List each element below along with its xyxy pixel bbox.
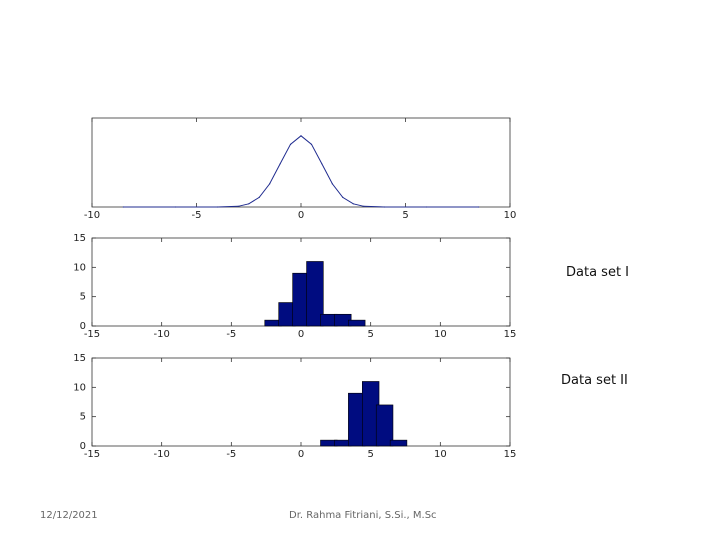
panel-2-xtick-label: 10 bbox=[434, 329, 447, 340]
panel-2-xtick-label: 0 bbox=[298, 329, 304, 340]
panel-2-xtick-label: 5 bbox=[367, 329, 373, 340]
panel-3-ytick-label: 5 bbox=[80, 412, 86, 423]
panel-3-xtick-label: 15 bbox=[504, 449, 517, 460]
panel-1-data-point bbox=[237, 205, 239, 207]
panel-1-xtick-label: -5 bbox=[192, 210, 202, 221]
panel-1-xtick-label: 0 bbox=[298, 210, 304, 221]
panel-1-data-point bbox=[310, 143, 313, 145]
panel-1-data-point bbox=[279, 163, 281, 165]
panel-1-axes-box bbox=[91, 117, 511, 208]
panel-3-ytick-label: 10 bbox=[73, 382, 86, 393]
panel-1-series-line bbox=[123, 135, 479, 208]
panel-1-data-point bbox=[300, 135, 302, 137]
panel-3-ytick-label: 15 bbox=[73, 353, 86, 364]
panel-1-data-point bbox=[269, 183, 271, 185]
panel-1-data-point bbox=[289, 143, 292, 145]
panel-3-xtick-label: -15 bbox=[84, 449, 100, 460]
panel-3-xtick-label: 5 bbox=[367, 449, 373, 460]
panel-1-data-point bbox=[248, 203, 250, 205]
panel-3-histogram-bar bbox=[389, 439, 408, 447]
footer-date: 12/12/2021 bbox=[40, 510, 98, 521]
panel-3-xtick-label: -5 bbox=[226, 449, 236, 460]
panel-1-data-point bbox=[384, 206, 386, 208]
panel-1-data-point bbox=[363, 205, 365, 207]
panel-3-histogram-bar bbox=[375, 404, 394, 447]
dataset-2-label: Data set II bbox=[561, 373, 628, 388]
panel-1-data-point bbox=[352, 203, 354, 205]
panel-1-data-point bbox=[216, 206, 218, 208]
panel-1-data-point bbox=[175, 206, 177, 208]
panel-1-data-point bbox=[258, 196, 260, 198]
panel-1-data-point bbox=[122, 206, 124, 208]
panel-1-data-point bbox=[425, 206, 427, 208]
panel-2-histogram-bar bbox=[306, 261, 324, 327]
panel-1-data-point bbox=[331, 183, 333, 185]
panel-2-ytick-label: 15 bbox=[73, 233, 86, 244]
panel-1-xtick-label: -10 bbox=[84, 210, 100, 221]
panel-3-xtick-label: 0 bbox=[298, 449, 304, 460]
footer-author: Dr. Rahma Fitriani, S.Si., M.Sc bbox=[289, 510, 437, 521]
panel-2-xtick-label: -5 bbox=[226, 329, 236, 340]
panel-1-data-point bbox=[342, 196, 344, 198]
panel-2-xtick-label: -15 bbox=[84, 329, 100, 340]
dataset-1-label: Data set I bbox=[566, 265, 630, 280]
panel-3-xtick-label: -10 bbox=[153, 449, 169, 460]
panel-3-ytick-label: 0 bbox=[80, 441, 86, 452]
panel-1-data-point bbox=[478, 206, 480, 208]
panel-2-xtick-label: 15 bbox=[504, 329, 517, 340]
panel-2-xtick-label: -10 bbox=[153, 329, 169, 340]
panel-2-histogram-bar bbox=[348, 319, 366, 327]
panel-3-axes-box bbox=[91, 357, 511, 447]
panel-2-ytick-label: 5 bbox=[80, 292, 86, 303]
panel-1-xtick-label: 5 bbox=[402, 210, 408, 221]
panel-1-data-point bbox=[321, 163, 323, 165]
panel-2-ytick-label: 10 bbox=[73, 262, 86, 273]
panel-2-ytick-label: 0 bbox=[80, 321, 86, 332]
panel-3-xtick-label: 10 bbox=[434, 449, 447, 460]
panel-1-xtick-label: 10 bbox=[504, 210, 517, 221]
